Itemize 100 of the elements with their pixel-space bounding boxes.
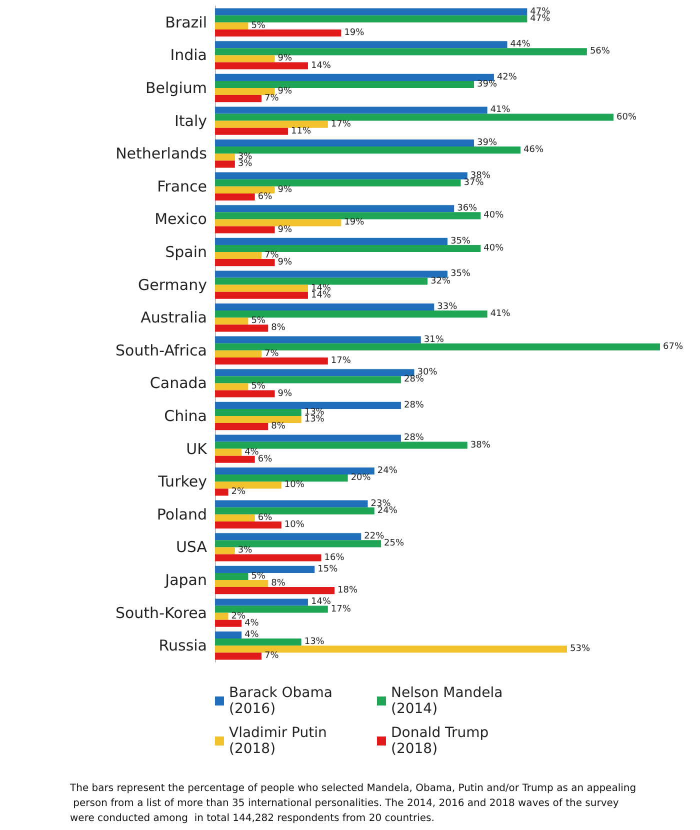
data-label: 8% [271,323,286,334]
y-tick-label: Canada [150,374,207,392]
y-tick-label: Netherlands [116,144,208,163]
bar [215,120,328,128]
data-label: 53% [570,644,590,654]
data-label: 39% [477,79,498,90]
data-label: 7% [264,250,280,261]
data-label: 9% [278,224,292,235]
y-tick-label: India [170,46,207,64]
bar [215,423,268,430]
bar [215,402,401,409]
bar [215,357,328,365]
data-label: 7% [264,651,280,662]
bar [215,631,242,639]
bar [215,154,235,161]
y-tick-label: China [164,407,207,425]
bar [215,310,488,318]
data-label: 46% [524,145,544,156]
bar [215,587,335,594]
y-tick-label: Turkey [157,472,208,491]
bar [215,114,614,121]
data-label: 2% [231,611,246,622]
bar [215,8,528,16]
y-tick-label: Mexico [154,210,207,228]
data-label: 4% [244,447,260,458]
bar [215,456,255,463]
legend-label: Donald Trump (2018) [391,725,494,757]
data-label: 17% [330,119,352,130]
bar [215,343,660,350]
data-label: 20% [350,473,372,484]
bar [215,22,248,30]
y-tick-label: Italy [174,112,208,130]
bar [215,292,308,299]
data-label: 8% [271,578,286,589]
y-tick-label: Japan [164,571,207,589]
bar [215,324,268,332]
bar [215,474,348,482]
y-tick-label: South-Africa [116,341,207,360]
bar [215,580,268,588]
bar [215,408,302,416]
bar [215,238,448,245]
data-label: 14% [310,597,332,608]
data-label: 33% [437,302,458,312]
bar [215,482,282,489]
y-tick-label: USA [176,538,208,556]
data-label: 28% [404,400,424,410]
data-label: 24% [377,466,398,476]
bar [215,540,382,548]
data-label: 6% [258,192,273,202]
bar [215,350,262,358]
bar [215,303,434,311]
data-label: 67% [663,342,684,352]
data-label: 41% [490,309,511,320]
bar [215,146,521,154]
bar [215,514,255,522]
bar [215,139,474,147]
data-label: 19% [344,28,365,38]
bar [215,252,262,260]
bar [215,284,308,292]
data-label: 19% [344,218,365,228]
bar [215,172,468,180]
data-label: 9% [278,86,292,97]
bar [215,646,568,653]
data-label: 40% [484,210,504,221]
bar [215,15,528,22]
data-label: 36% [457,204,478,214]
bar [215,547,235,554]
bar [215,219,342,226]
data-label: 42% [496,72,518,82]
data-label: 10% [284,520,305,530]
bar [215,80,474,88]
data-label: 15% [318,564,338,574]
bar [215,226,275,234]
data-label: 14% [310,60,332,71]
data-label: 37% [464,178,484,188]
data-label: 5% [251,571,266,582]
y-tick-label: South-Korea [115,604,207,622]
bar [215,278,428,285]
bar [215,212,481,220]
bar [215,533,362,540]
data-label: 5% [251,20,266,31]
data-label: 3% [238,546,253,556]
bar [215,106,488,114]
bar [215,467,374,475]
bar [215,318,248,325]
bar [215,244,481,252]
data-label: 4% [244,630,260,640]
bar [215,55,275,62]
bar [215,598,308,606]
bar [215,160,235,168]
data-label: 47% [530,14,551,24]
data-label: 8% [271,422,286,432]
data-label: 2% [231,487,246,498]
data-label: 17% [330,604,352,614]
data-label: 35% [450,269,471,280]
y-tick-label: Germany [138,276,208,294]
data-label: 5% [251,316,266,326]
bar [215,29,342,37]
data-label: 6% [258,454,273,464]
legend-label: Vladimir Putin (2018) [229,725,332,757]
